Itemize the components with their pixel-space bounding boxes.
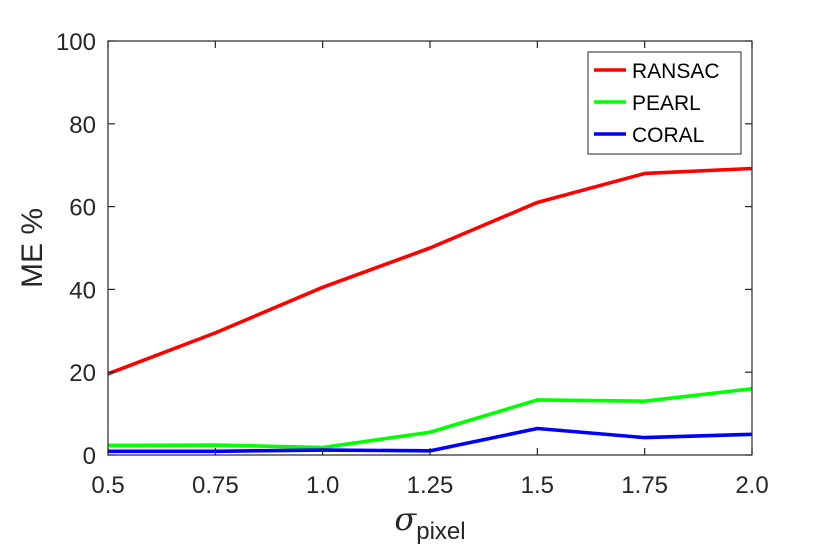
y-tick-label: 80 — [69, 112, 96, 139]
y-tick-label: 40 — [69, 277, 96, 304]
x-tick-label: 0.5 — [91, 472, 124, 499]
x-tick-label: 1.75 — [621, 472, 668, 499]
x-axis-label-subscript: pixel — [416, 518, 465, 545]
y-tick-label: 60 — [69, 195, 96, 222]
legend-label-pearl: PEARL — [632, 92, 701, 115]
x-tick-label: 1.25 — [407, 472, 454, 499]
x-tick-label: 0.75 — [192, 472, 239, 499]
legend-label-ransac: RANSAC — [632, 60, 720, 83]
x-axis-label-symbol: σ — [394, 500, 417, 538]
x-tick-label: 1.0 — [306, 472, 339, 499]
series-line-ransac — [107, 166, 753, 376]
y-axis-label: ME % — [16, 208, 49, 288]
x-axis-label: σpixel — [394, 500, 465, 545]
y-tick-label: 20 — [69, 360, 96, 387]
legend-label-coral: CORAL — [632, 124, 704, 147]
y-tick-label: 0 — [83, 443, 96, 470]
x-tick-label: 1.5 — [521, 472, 554, 499]
ticks-layer: 0.5 0.75 1.0 1.25 1.5 1.75 2.0 0 20 40 60 80 100 — [56, 29, 769, 499]
legend: RANSAC PEARL CORAL — [587, 51, 742, 155]
y-tick-label: 100 — [56, 29, 96, 56]
x-tick-label: 2.0 — [735, 472, 768, 499]
series-line-pearl — [107, 386, 753, 450]
